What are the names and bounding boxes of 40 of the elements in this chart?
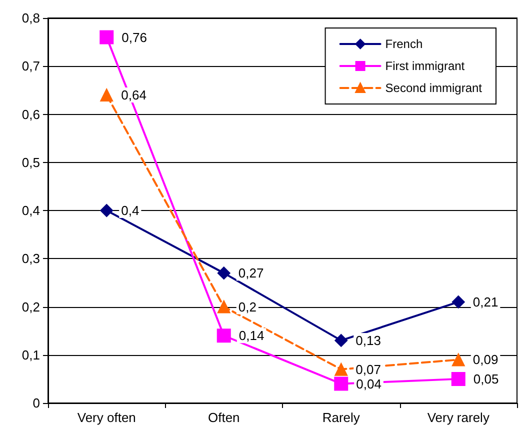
y-tick-label: 0,5	[22, 154, 40, 170]
data-label: 0,2	[238, 299, 256, 314]
legend-label: French	[385, 37, 423, 51]
legend-label: Second immigrant	[385, 81, 483, 95]
y-tick-label: 0,4	[22, 203, 40, 218]
point	[216, 328, 231, 343]
point	[334, 334, 348, 347]
point	[217, 300, 230, 314]
y-tick-label: 0,2	[22, 299, 40, 314]
point	[334, 376, 348, 391]
legend-label: First immigrant	[385, 59, 466, 73]
x-tick-label: Very rarely	[427, 410, 490, 425]
point	[100, 88, 114, 102]
y-tick-label: 0,3	[22, 251, 40, 266]
point	[452, 295, 465, 308]
data-label: 0,27	[238, 266, 264, 281]
data-label: 0,07	[356, 362, 381, 377]
y-tick-label: 0,7	[22, 58, 40, 74]
data-label: 0,76	[122, 30, 147, 45]
data-label: 0,4	[121, 203, 140, 218]
y-tick-label: 0,6	[22, 106, 40, 122]
point	[452, 353, 465, 366]
point	[334, 362, 348, 376]
data-label: 0,04	[356, 376, 382, 392]
y-tick-label: 0,1	[22, 347, 40, 362]
point	[451, 372, 466, 386]
point	[100, 30, 114, 44]
y-tick-label: 0	[32, 396, 40, 410]
x-tick-label: Very often	[77, 410, 136, 425]
data-label: 0,09	[472, 352, 498, 368]
data-label: 0,21	[472, 294, 498, 310]
data-label: 0,64	[121, 88, 146, 102]
data-label: 0,13	[356, 332, 381, 348]
data-label: 0,05	[473, 371, 499, 386]
x-tick-label: Often	[208, 410, 240, 425]
point	[217, 266, 230, 280]
data-label: 0,14	[238, 328, 264, 344]
y-tick-label: 0,8	[22, 10, 40, 26]
point	[100, 204, 114, 217]
x-tick-label: Rarely	[322, 410, 360, 425]
